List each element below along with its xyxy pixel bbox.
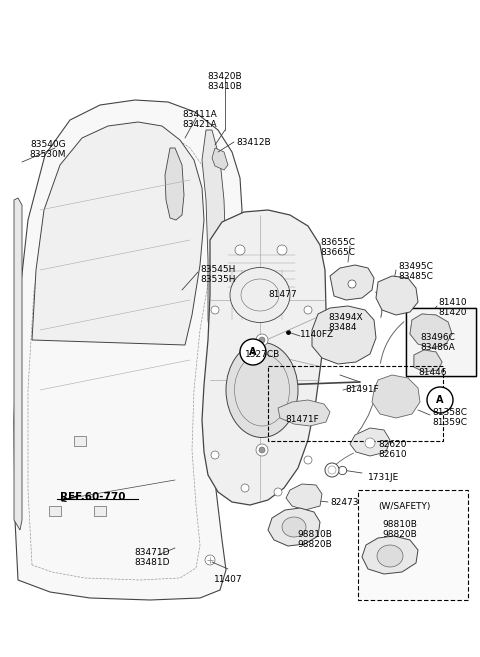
- Text: 81471F: 81471F: [285, 415, 319, 424]
- Text: 83495C
83485C: 83495C 83485C: [398, 262, 433, 281]
- Circle shape: [427, 387, 453, 413]
- Circle shape: [259, 447, 265, 453]
- Bar: [406, 308, 476, 376]
- Polygon shape: [14, 100, 242, 600]
- Ellipse shape: [282, 517, 306, 537]
- Polygon shape: [202, 130, 226, 350]
- Text: 83471D
83481D: 83471D 83481D: [134, 548, 170, 568]
- Circle shape: [211, 451, 219, 459]
- Ellipse shape: [230, 267, 290, 323]
- Text: 83412B: 83412B: [236, 138, 271, 147]
- Polygon shape: [94, 506, 106, 516]
- Circle shape: [240, 339, 266, 365]
- Text: 11407: 11407: [214, 575, 242, 584]
- Bar: [358, 490, 468, 600]
- Polygon shape: [372, 375, 420, 418]
- FancyArrowPatch shape: [381, 322, 404, 363]
- Bar: [268, 366, 443, 441]
- Circle shape: [277, 245, 287, 255]
- Circle shape: [256, 334, 268, 346]
- Text: A: A: [436, 395, 444, 405]
- Text: 98810B
98820B: 98810B 98820B: [298, 530, 333, 549]
- Polygon shape: [49, 506, 61, 516]
- Circle shape: [235, 245, 245, 255]
- Text: 83420B
83410B: 83420B 83410B: [208, 72, 242, 91]
- Polygon shape: [330, 265, 374, 300]
- Text: 83545H
83535H: 83545H 83535H: [200, 265, 236, 284]
- Text: 81491F: 81491F: [345, 385, 379, 394]
- Circle shape: [304, 306, 312, 314]
- Text: 82620
82610: 82620 82610: [378, 440, 407, 459]
- Text: 1140FZ: 1140FZ: [300, 330, 334, 339]
- Polygon shape: [414, 350, 442, 372]
- Text: A: A: [249, 347, 257, 357]
- Text: 1731JE: 1731JE: [368, 473, 399, 482]
- Text: (W/SAFETY): (W/SAFETY): [378, 502, 430, 511]
- Polygon shape: [312, 306, 376, 364]
- Polygon shape: [410, 314, 452, 348]
- Polygon shape: [32, 122, 204, 345]
- Circle shape: [259, 337, 265, 343]
- Bar: [406, 308, 476, 376]
- Polygon shape: [414, 350, 442, 372]
- Polygon shape: [286, 484, 322, 510]
- Text: 83655C
83665C: 83655C 83665C: [321, 238, 356, 258]
- Text: 81358C
81359C: 81358C 81359C: [432, 408, 467, 428]
- Text: 81477: 81477: [268, 290, 297, 299]
- Circle shape: [304, 456, 312, 464]
- Circle shape: [348, 280, 356, 288]
- Circle shape: [241, 484, 249, 492]
- Polygon shape: [202, 210, 326, 505]
- Text: 82473: 82473: [330, 498, 359, 507]
- Text: 81410
81420: 81410 81420: [438, 298, 467, 317]
- Polygon shape: [278, 400, 330, 426]
- Text: 1327CB: 1327CB: [245, 350, 280, 359]
- Text: 83540G
83530M: 83540G 83530M: [30, 140, 66, 160]
- FancyArrowPatch shape: [376, 292, 382, 317]
- Polygon shape: [14, 198, 22, 530]
- Circle shape: [256, 444, 268, 456]
- Polygon shape: [268, 508, 320, 546]
- Circle shape: [365, 438, 375, 448]
- Text: 83411A
83421A: 83411A 83421A: [182, 110, 217, 129]
- Polygon shape: [410, 314, 452, 348]
- Text: 83494X
83484: 83494X 83484: [328, 313, 362, 332]
- Text: 98810B
98820B: 98810B 98820B: [383, 520, 418, 539]
- Ellipse shape: [226, 342, 298, 438]
- Text: 81446: 81446: [418, 368, 446, 377]
- FancyArrowPatch shape: [358, 383, 378, 433]
- Circle shape: [328, 466, 336, 474]
- Polygon shape: [165, 148, 184, 220]
- Polygon shape: [74, 436, 86, 446]
- Text: 83496C
83486A: 83496C 83486A: [420, 333, 455, 352]
- FancyArrowPatch shape: [332, 453, 353, 468]
- Polygon shape: [212, 148, 228, 170]
- Polygon shape: [376, 276, 418, 315]
- Text: REF.60-770: REF.60-770: [60, 492, 126, 502]
- Circle shape: [211, 306, 219, 314]
- Circle shape: [205, 555, 215, 565]
- Ellipse shape: [377, 545, 403, 567]
- Polygon shape: [350, 428, 390, 456]
- Circle shape: [274, 488, 282, 496]
- Circle shape: [325, 463, 339, 477]
- Polygon shape: [362, 536, 418, 574]
